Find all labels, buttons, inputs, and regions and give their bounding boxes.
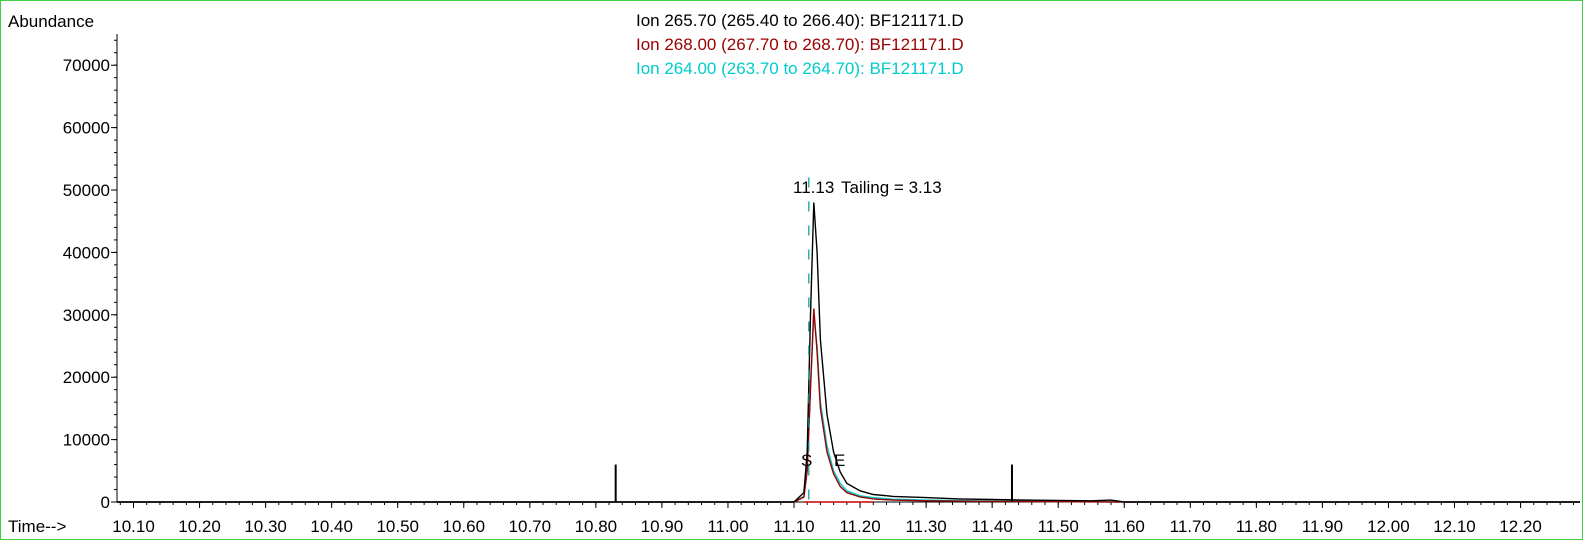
x-tick-label: 11.70	[1170, 517, 1211, 536]
legend-entry-ion-265: Ion 265.70 (265.40 to 266.40): BF121171.…	[636, 11, 964, 30]
x-tick-label: 10.70	[509, 517, 552, 536]
y-tick-label: 60000	[63, 119, 110, 138]
x-tick-label: 11.60	[1104, 517, 1145, 536]
annotations: 11.13 Tailing = 3.13 S E	[793, 178, 942, 470]
x-tick-label: 10.10	[112, 517, 155, 536]
x-tick-label: 10.90	[641, 517, 684, 536]
x-tick-label: 11.90	[1302, 517, 1343, 536]
y-axis-label: Abundance	[8, 12, 94, 31]
y-tick-label: 10000	[63, 431, 110, 450]
trace-ion-264	[117, 314, 1580, 503]
legend-entry-ion-264: Ion 264.00 (263.70 to 264.70): BF121171.…	[636, 59, 964, 78]
peak-retention-label: 11.13	[793, 178, 834, 197]
x-tick-label: 10.60	[442, 517, 485, 536]
x-tick-label: 11.40	[972, 517, 1013, 536]
x-tick-label: 10.20	[178, 517, 221, 536]
x-tick-label: 10.50	[376, 517, 419, 536]
x-tick-label: 11.10	[773, 517, 814, 536]
x-tick-label: 10.40	[310, 517, 353, 536]
x-tick-label: 12.20	[1499, 517, 1542, 536]
peak-start-marker: S	[801, 451, 812, 470]
y-tick-label: 50000	[63, 181, 110, 200]
tailing-label: Tailing = 3.13	[841, 178, 942, 197]
x-axis-label: Time-->	[8, 517, 66, 536]
x-tick-label: 10.30	[244, 517, 287, 536]
x-tick-label: 11.80	[1236, 517, 1277, 536]
x-tick-label: 11.00	[707, 517, 748, 536]
traces	[117, 177, 1580, 503]
x-tick-label: 11.50	[1038, 517, 1079, 536]
y-tick-label: 0	[101, 493, 110, 512]
x-tick-label: 11.20	[839, 517, 880, 536]
legend-entry-ion-268: Ion 268.00 (267.70 to 268.70): BF121171.…	[636, 35, 964, 54]
peak-end-marker: E	[834, 451, 845, 470]
axes: 0 10000 20000 30000 40000 50000 60000 70000 10.1…	[63, 34, 1580, 536]
trace-ion-268	[117, 308, 1580, 503]
x-tick-label: 10.80	[575, 517, 618, 536]
x-tick-label: 12.00	[1367, 517, 1410, 536]
trace-ion-265	[117, 202, 1580, 503]
y-tick-label: 20000	[63, 368, 110, 387]
y-tick-label: 70000	[63, 56, 110, 75]
y-tick-label: 40000	[63, 243, 110, 262]
legend: Ion 265.70 (265.40 to 266.40): BF121171.…	[636, 11, 964, 78]
x-tick-label: 12.10	[1433, 517, 1476, 536]
y-tick-label: 30000	[63, 306, 110, 325]
x-tick-label: 11.30	[905, 517, 946, 536]
